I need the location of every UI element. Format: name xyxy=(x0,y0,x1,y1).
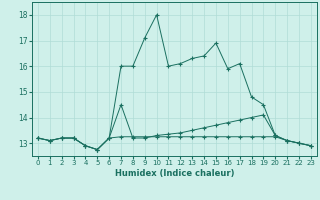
X-axis label: Humidex (Indice chaleur): Humidex (Indice chaleur) xyxy=(115,169,234,178)
